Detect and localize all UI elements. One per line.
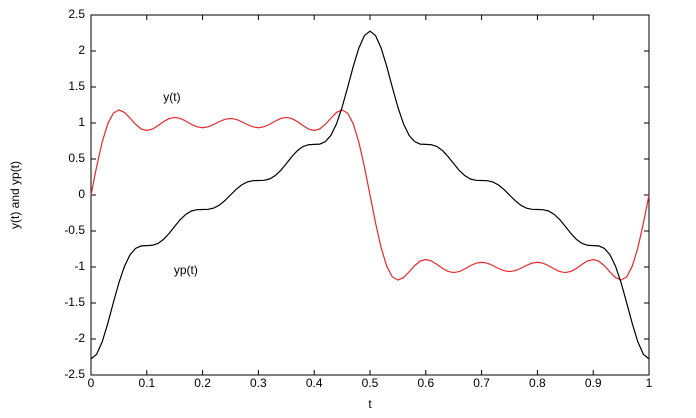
y-tick-label: 0.5 xyxy=(68,151,85,165)
x-tick-label: 0.3 xyxy=(250,376,267,390)
x-tick-label: 0.4 xyxy=(306,376,323,390)
x-axis-label: t xyxy=(368,397,372,411)
x-tick-label: 0.9 xyxy=(585,376,602,390)
y-tick-label: -0.5 xyxy=(64,223,85,237)
y-tick-label: 2 xyxy=(78,43,85,57)
series-line xyxy=(90,109,650,281)
y-tick-label: -2.5 xyxy=(64,367,85,381)
x-tick-label: 0.8 xyxy=(529,376,546,390)
series-label: y(t) xyxy=(163,90,180,104)
y-tick-label: 0 xyxy=(78,187,85,201)
y-tick-label: -1.5 xyxy=(64,295,85,309)
x-tick-label: 0 xyxy=(88,376,95,390)
x-tick-label: 0.1 xyxy=(138,376,155,390)
y-tick-label: -1 xyxy=(74,259,85,273)
y-tick-label: 1.5 xyxy=(68,79,85,93)
y-tick-label: -2 xyxy=(74,331,85,345)
series-label: yp(t) xyxy=(174,263,198,277)
x-tick-label: 0.5 xyxy=(362,376,379,390)
x-tick-label: 0.2 xyxy=(194,376,211,390)
x-tick-label: 0.6 xyxy=(417,376,434,390)
series-line xyxy=(90,30,650,360)
x-tick-label: 0.7 xyxy=(473,376,490,390)
y-tick-label: 1 xyxy=(78,115,85,129)
y-tick-label: 2.5 xyxy=(68,7,85,21)
x-tick-label: 1 xyxy=(646,376,653,390)
y-axis-label: y(t) and yp(t) xyxy=(8,161,22,229)
